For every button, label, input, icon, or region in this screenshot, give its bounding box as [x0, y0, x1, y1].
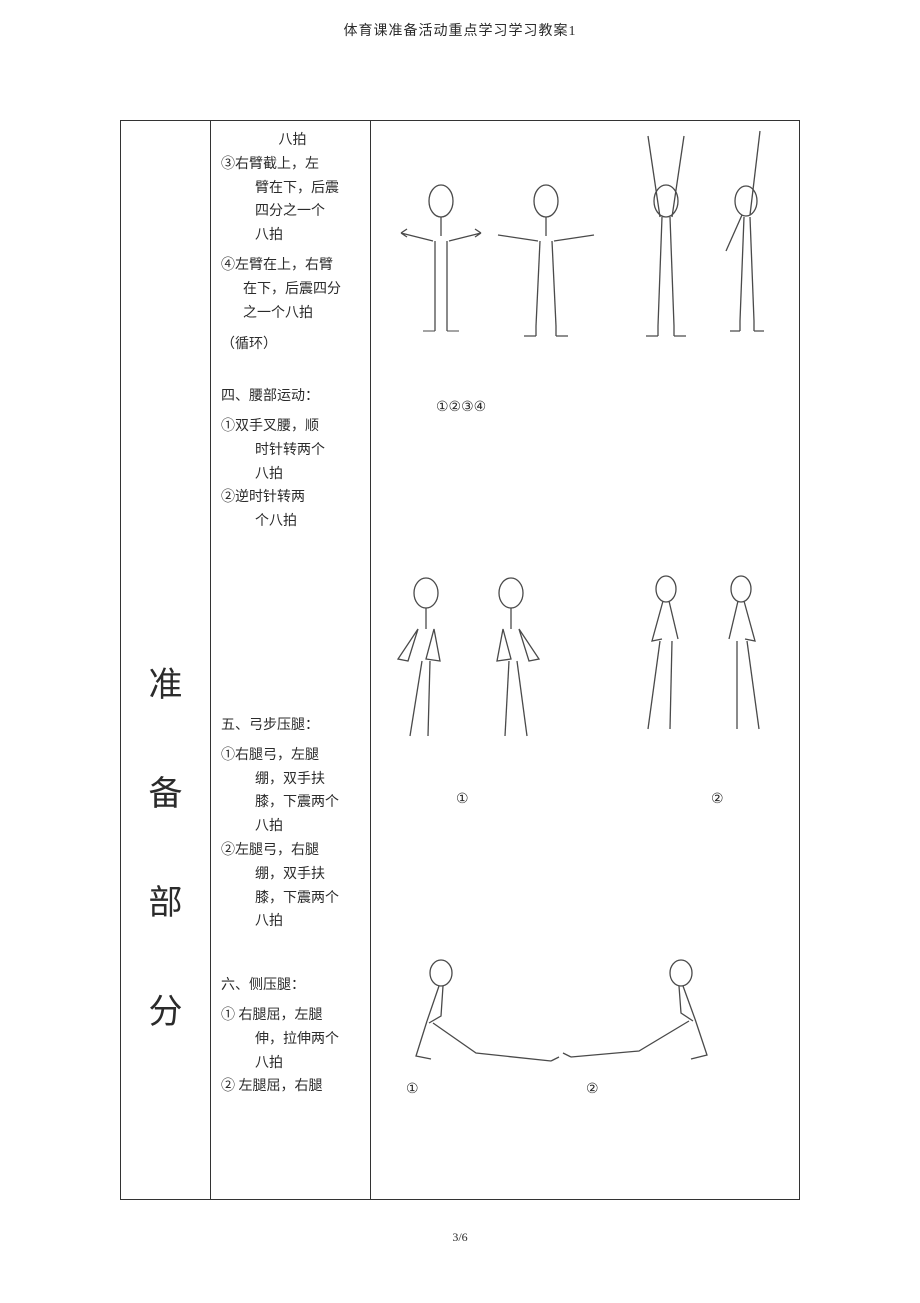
- text-line: 时针转两个: [221, 439, 364, 463]
- text-line: 膝，下震两个: [221, 791, 364, 815]
- figure-arm-row: [371, 121, 791, 401]
- block-continuation: 八拍 ③右臂截上，左 臂在下，后震 四分之一个 八拍 ④左臂在上，右臂 在下，后…: [221, 129, 364, 357]
- content-frame: 准 备 部 分 八拍 ③右臂截上，左 臂在下，后震 四分之一个 八拍 ④左臂在上…: [120, 120, 800, 1200]
- section6-title: 六、侧压腿：: [221, 974, 364, 998]
- text-line: ④左臂在上，右臂: [221, 254, 364, 278]
- text-line: ①双手叉腰，顺: [221, 415, 364, 439]
- text-line: ③右臂截上，左: [221, 153, 364, 177]
- page: 体育课准备活动重点学习学习教案1 准 备 部 分 八拍 ③右臂截上，左 臂在下，…: [0, 0, 920, 1245]
- text-line: ②左腿弓，右腿: [221, 839, 364, 863]
- block-section6: 六、侧压腿： ① 右腿屈，左腿 伸，拉伸两个 八拍 ② 左腿屈，右腿: [221, 974, 364, 1099]
- block-section5: 五、弓步压腿： ①右腿弓，左腿 绷，双手扶 膝，下震两个 八拍 ②左腿弓，右腿 …: [221, 714, 364, 934]
- text-line: 膝，下震两个: [221, 887, 364, 911]
- text-line: ①右腿弓，左腿: [221, 744, 364, 768]
- side-char-2: 备: [149, 741, 183, 850]
- text-line: 八拍: [221, 224, 364, 248]
- text-line: 个八拍: [221, 510, 364, 534]
- text-line: 八拍: [221, 910, 364, 934]
- page-number: 3/6: [0, 1230, 920, 1245]
- side-char-1: 准: [149, 632, 183, 741]
- page-header-title: 体育课准备活动重点学习学习教案1: [0, 20, 920, 40]
- side-char-3: 部: [149, 850, 183, 959]
- text-line: 伸，拉伸两个: [221, 1028, 364, 1052]
- label-lunge-1: ①: [406, 1081, 419, 1098]
- figure-lunge-row: [371, 951, 791, 1121]
- text-line: 八拍: [221, 129, 364, 153]
- figure-waist-row: [371, 561, 791, 781]
- text-line: 八拍: [221, 463, 364, 487]
- label-waist-1: ①: [456, 791, 469, 808]
- figure-column: ①②③④: [371, 121, 799, 1199]
- text-line: ① 右腿屈，左腿: [221, 1004, 364, 1028]
- text-line: 八拍: [221, 815, 364, 839]
- text-line: ② 左腿屈，右腿: [221, 1075, 364, 1099]
- label-row1: ①②③④: [436, 399, 486, 416]
- text-line: 臂在下，后震: [221, 177, 364, 201]
- text-line: 在下，后震四分: [221, 278, 364, 302]
- section5-title: 五、弓步压腿：: [221, 714, 364, 738]
- label-lunge-2: ②: [586, 1081, 599, 1098]
- text-line: ②逆时针转两: [221, 486, 364, 510]
- label-waist-2: ②: [711, 791, 724, 808]
- text-line: 绷，双手扶: [221, 863, 364, 887]
- block-section4: 四、腰部运动： ①双手叉腰，顺 时针转两个 八拍 ②逆时针转两 个八拍: [221, 385, 364, 534]
- section-heading-column: 准 备 部 分: [121, 121, 211, 1199]
- section4-title: 四、腰部运动：: [221, 385, 364, 409]
- text-line: 绷，双手扶: [221, 768, 364, 792]
- text-line: 四分之一个: [221, 200, 364, 224]
- text-line: 之一个八拍: [221, 302, 364, 326]
- text-line: （循环）: [221, 333, 364, 357]
- text-line: 八拍: [221, 1052, 364, 1076]
- instruction-column: 八拍 ③右臂截上，左 臂在下，后震 四分之一个 八拍 ④左臂在上，右臂 在下，后…: [211, 121, 371, 1199]
- side-char-4: 分: [149, 959, 183, 1068]
